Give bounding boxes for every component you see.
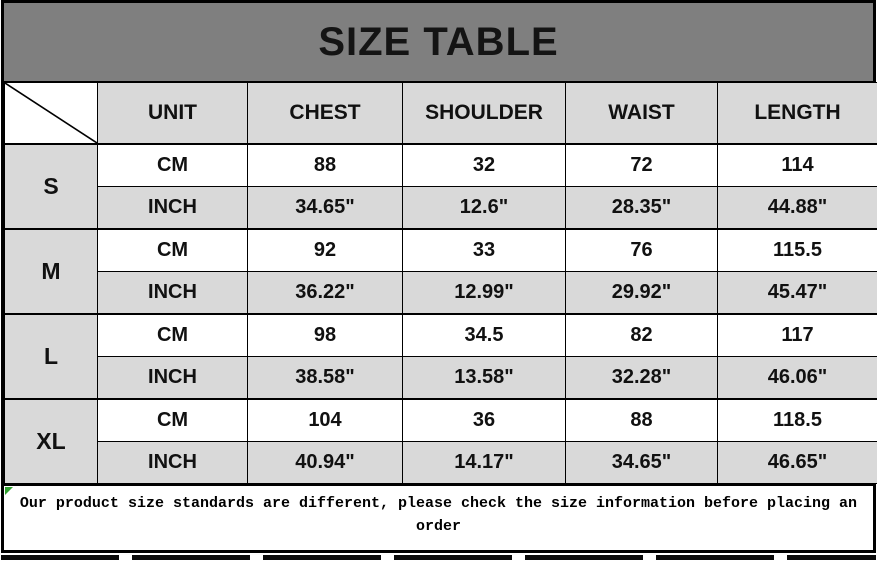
column-header-shoulder: SHOULDER: [402, 82, 566, 145]
column-header-chest: CHEST: [247, 82, 403, 145]
value-cell: 32.28": [565, 356, 718, 400]
diagonal-line-icon: [5, 83, 97, 143]
corner-marker-icon: [5, 487, 13, 495]
size-group-m: M CM 92 33 76 115.5 INCH 36.22" 12.99" 29.92" 45.4…: [4, 228, 877, 315]
column-header-unit: UNIT: [97, 82, 248, 145]
value-cell: 45.47": [717, 271, 877, 315]
value-cell: 33: [402, 228, 566, 272]
table-row: INCH 36.22" 12.99" 29.92" 45.47": [5, 271, 877, 315]
size-label-m: M: [4, 228, 98, 315]
value-cell: 76: [565, 228, 718, 272]
value-cell: 13.58": [402, 356, 566, 400]
size-note-line2: order: [415, 518, 461, 535]
size-label-l: L: [4, 313, 98, 400]
value-cell: 46.06": [717, 356, 877, 400]
size-label-xl: XL: [4, 398, 98, 484]
table-row: INCH 40.94" 14.17" 34.65" 46.65": [5, 441, 877, 484]
value-cell: 88: [247, 143, 403, 187]
value-cell: 28.35": [565, 186, 718, 230]
column-header-length: LENGTH: [717, 82, 877, 145]
table-row: XL CM 104 36 88 118.5: [4, 398, 877, 484]
size-table: UNIT CHEST SHOULDER WAIST LENGTH S CM 88 32…: [4, 82, 877, 484]
value-cell: 12.6": [402, 186, 566, 230]
cutoff-next-row-edge: [1, 555, 876, 560]
header-row: UNIT CHEST SHOULDER WAIST LENGTH: [4, 82, 877, 145]
unit-cell: CM: [97, 143, 248, 187]
value-cell: 88: [565, 398, 718, 442]
value-cell: 82: [565, 313, 718, 357]
value-cell: 104: [247, 398, 403, 442]
unit-cell: INCH: [97, 356, 248, 400]
size-note-box: Our product size standards are different…: [4, 484, 873, 550]
size-group-s: S CM 88 32 72 114 INCH 34.65" 12.6" 28.35" 44.88": [4, 143, 877, 230]
table-row: S CM 88 32 72 114: [4, 143, 877, 230]
size-group-l: L CM 98 34.5 82 117 INCH 38.58" 13.58" 32.28" 46.0…: [4, 313, 877, 400]
value-cell: 32: [402, 143, 566, 187]
value-cell: 36: [402, 398, 566, 442]
size-label-s: S: [4, 143, 98, 230]
size-table-header: UNIT CHEST SHOULDER WAIST LENGTH: [4, 82, 877, 145]
table-row: M CM 92 33 76 115.5: [4, 228, 877, 315]
unit-cell: INCH: [97, 441, 248, 484]
size-table-title: SIZE TABLE: [4, 3, 873, 82]
value-cell: 114: [717, 143, 877, 187]
value-cell: 92: [247, 228, 403, 272]
table-row: INCH 38.58" 13.58" 32.28" 46.06": [5, 356, 877, 400]
value-cell: 12.99": [402, 271, 566, 315]
value-cell: 44.88": [717, 186, 877, 230]
value-cell: 98: [247, 313, 403, 357]
value-cell: 117: [717, 313, 877, 357]
unit-cell: INCH: [97, 186, 248, 230]
diagonal-corner-cell: [4, 82, 98, 145]
unit-cell: CM: [97, 313, 248, 357]
value-cell: 118.5: [717, 398, 877, 442]
unit-cell: INCH: [97, 271, 248, 315]
value-cell: 29.92": [565, 271, 718, 315]
value-cell: 34.65": [565, 441, 718, 484]
value-cell: 34.65": [247, 186, 403, 230]
unit-cell: CM: [97, 398, 248, 442]
value-cell: 38.58": [247, 356, 403, 400]
value-cell: 72: [565, 143, 718, 187]
value-cell: 115.5: [717, 228, 877, 272]
value-cell: 46.65": [717, 441, 877, 484]
table-row: INCH 34.65" 12.6" 28.35" 44.88": [5, 186, 877, 230]
value-cell: 14.17": [402, 441, 566, 484]
unit-cell: CM: [97, 228, 248, 272]
value-cell: 36.22": [247, 271, 403, 315]
value-cell: 40.94": [247, 441, 403, 484]
table-row: L CM 98 34.5 82 117: [4, 313, 877, 400]
size-group-xl: XL CM 104 36 88 118.5 INCH 40.94" 14.17" 34.65" 46…: [4, 398, 877, 484]
size-note-line1: Our product size standards are different…: [19, 495, 858, 512]
value-cell: 34.5: [402, 313, 566, 357]
column-header-waist: WAIST: [565, 82, 718, 145]
